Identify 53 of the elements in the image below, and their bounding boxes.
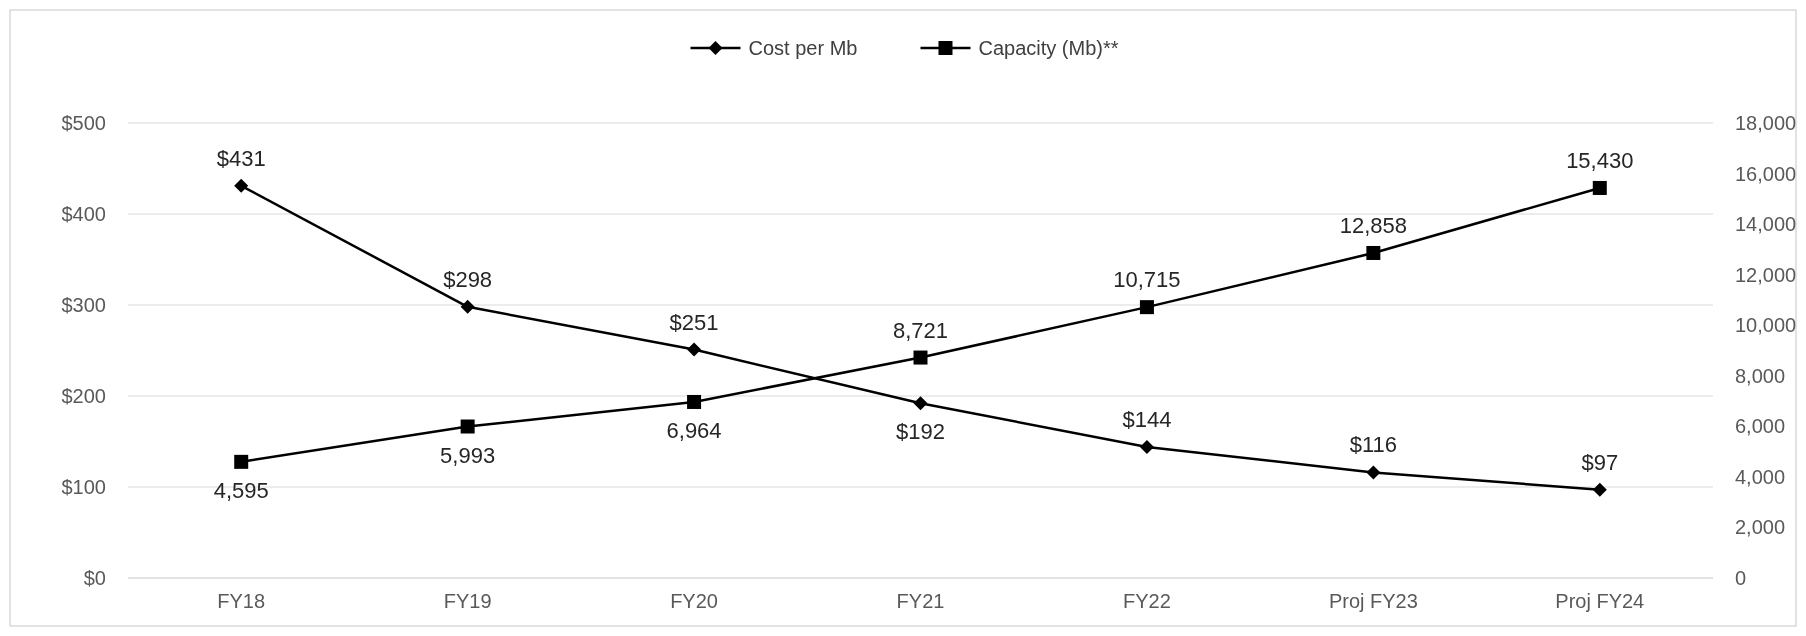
data-label: $251 bbox=[669, 309, 719, 335]
data-label: 15,430 bbox=[1566, 147, 1634, 173]
data-label: 12,858 bbox=[1339, 212, 1408, 238]
y2-tick-label: 12,000 bbox=[1735, 263, 1797, 286]
point bbox=[1366, 465, 1381, 480]
y-tick-label: $500 bbox=[61, 112, 106, 134]
data-label: $144 bbox=[1122, 406, 1172, 432]
data-label: $192 bbox=[896, 419, 945, 445]
data-label: $298 bbox=[443, 266, 493, 292]
data-label: 6,964 bbox=[666, 417, 722, 443]
data-label: $431 bbox=[216, 145, 266, 171]
legend-label: Capacity (Mb)** bbox=[978, 37, 1119, 59]
x-tick-label: FY18 bbox=[217, 590, 266, 612]
point bbox=[234, 178, 249, 193]
y2-tick-label: 14,000 bbox=[1735, 213, 1797, 236]
data-label: $97 bbox=[1581, 449, 1619, 475]
data-label: 10,715 bbox=[1113, 267, 1181, 293]
y2-tick-label: 8,000 bbox=[1735, 364, 1786, 387]
data-label: 4,595 bbox=[213, 477, 269, 503]
point bbox=[234, 454, 249, 469]
y2-tick-label: 4,000 bbox=[1735, 465, 1786, 488]
y2-tick-label: 16,000 bbox=[1735, 162, 1797, 185]
y2-tick-label: 2,000 bbox=[1735, 516, 1786, 539]
point bbox=[913, 396, 928, 411]
point bbox=[460, 419, 475, 434]
data-label: 8,721 bbox=[892, 317, 949, 343]
x-tick-label: Proj FY24 bbox=[1555, 590, 1645, 612]
point bbox=[1139, 300, 1154, 315]
y-tick-label: $300 bbox=[61, 294, 106, 316]
x-tick-label: FY19 bbox=[443, 590, 492, 612]
point bbox=[460, 299, 475, 314]
point bbox=[1592, 180, 1607, 195]
data-label: 5,993 bbox=[440, 442, 496, 468]
x-tick-label: Proj FY23 bbox=[1328, 590, 1418, 612]
point bbox=[913, 350, 928, 365]
point bbox=[1366, 245, 1381, 260]
y2-tick-label: 18,000 bbox=[1735, 112, 1797, 134]
x-tick-label: FY22 bbox=[1123, 590, 1171, 612]
y2-tick-label: 10,000 bbox=[1735, 314, 1797, 337]
y-tick-label: $400 bbox=[61, 203, 106, 225]
y-tick-label: $100 bbox=[61, 476, 106, 498]
point bbox=[1592, 482, 1607, 497]
x-tick-label: FY21 bbox=[896, 590, 945, 612]
data-label: $116 bbox=[1349, 432, 1398, 458]
legend-label: Cost per Mb bbox=[748, 37, 858, 59]
point bbox=[687, 394, 702, 409]
y-tick-label: $200 bbox=[61, 385, 106, 407]
x-tick-label: FY20 bbox=[670, 590, 718, 612]
y2-tick-label: 0 bbox=[1735, 567, 1747, 589]
point bbox=[1139, 439, 1154, 454]
y-tick-label: $0 bbox=[83, 567, 106, 589]
point bbox=[687, 342, 702, 357]
y2-tick-label: 6,000 bbox=[1735, 415, 1786, 438]
